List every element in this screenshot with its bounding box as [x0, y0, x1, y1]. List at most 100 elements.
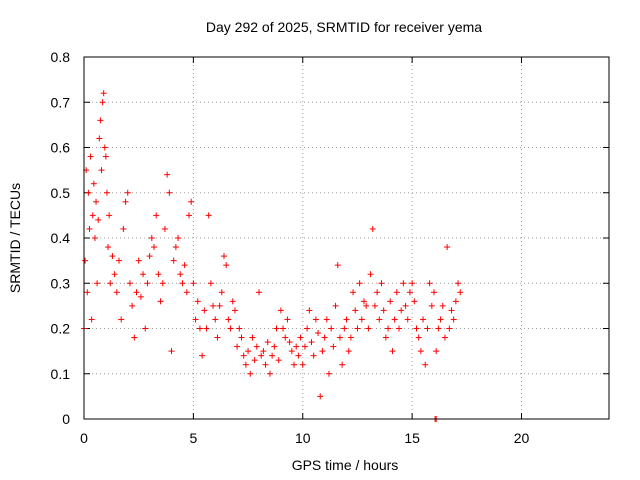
data-point: [361, 298, 367, 305]
data-point: [175, 235, 182, 241]
data-point: [308, 339, 315, 346]
data-point: [203, 325, 210, 332]
data-point: [402, 302, 409, 309]
data-point: [94, 280, 101, 287]
data-points: [81, 90, 464, 422]
data-point: [328, 325, 335, 332]
data-point: [177, 271, 184, 278]
data-point: [457, 289, 464, 296]
y-axis-label: SRMTID / TECUs: [7, 183, 23, 293]
data-point: [229, 298, 236, 305]
data-point: [367, 271, 374, 278]
data-point: [137, 293, 144, 300]
data-point: [306, 307, 313, 314]
y-tick-label: 0: [62, 411, 70, 427]
data-point: [391, 316, 398, 323]
data-point: [380, 307, 387, 314]
data-point: [336, 334, 343, 341]
data-point: [101, 144, 108, 151]
data-point: [448, 307, 455, 314]
data-point: [151, 244, 157, 251]
data-point: [146, 253, 153, 260]
data-point: [422, 361, 429, 368]
data-point: [96, 135, 103, 142]
data-point: [253, 343, 260, 350]
x-tick-label: 15: [404, 430, 420, 446]
data-point: [301, 343, 308, 350]
grid-y: [84, 101, 609, 375]
data-point: [277, 307, 284, 314]
data-point: [352, 307, 359, 314]
data-point: [87, 153, 94, 160]
data-point: [271, 343, 278, 350]
data-point: [98, 167, 105, 174]
data-point: [411, 298, 418, 305]
data-point: [122, 198, 129, 205]
data-point: [396, 325, 402, 332]
chart-title: Day 292 of 2025, SRMTID for receiver yem…: [206, 19, 482, 35]
data-point: [93, 198, 100, 205]
data-point: [113, 289, 120, 296]
data-point: [387, 298, 394, 305]
data-point: [166, 189, 173, 196]
data-point: [385, 325, 392, 332]
data-point: [428, 302, 435, 309]
data-point: [157, 298, 164, 305]
data-point: [161, 225, 168, 232]
data-point: [216, 302, 223, 309]
data-point: [234, 343, 241, 350]
y-tick-label: 0.7: [51, 94, 71, 110]
data-point: [260, 348, 267, 355]
data-point: [266, 370, 273, 377]
data-point: [120, 225, 127, 232]
data-point: [256, 289, 262, 296]
data-point: [363, 302, 370, 309]
data-point: [269, 352, 276, 359]
data-point: [240, 352, 247, 359]
data-point: [135, 257, 142, 264]
data-point: [214, 334, 221, 341]
data-point: [107, 280, 114, 287]
data-point: [431, 289, 437, 296]
data-point: [275, 357, 282, 364]
data-point: [339, 361, 346, 368]
data-point: [245, 348, 252, 355]
data-point: [332, 302, 339, 309]
data-point: [102, 153, 109, 160]
data-point: [409, 280, 416, 287]
data-point: [341, 325, 348, 332]
data-point: [86, 225, 93, 232]
data-point: [190, 280, 197, 287]
data-point: [251, 357, 258, 364]
data-point: [124, 189, 131, 196]
data-point: [382, 334, 389, 341]
data-point: [365, 325, 372, 332]
data-point: [153, 212, 160, 219]
data-point: [374, 289, 381, 296]
data-point: [334, 262, 341, 269]
data-point: [323, 316, 330, 323]
data-point: [192, 316, 199, 323]
data-point: [159, 280, 166, 287]
data-point: [312, 316, 319, 323]
data-point: [236, 325, 243, 332]
y-tick-label: 0.4: [51, 230, 71, 246]
data-point: [126, 280, 133, 287]
data-point: [317, 393, 324, 400]
y-tick-label: 0.6: [51, 140, 71, 156]
data-point: [89, 212, 96, 219]
data-point: [95, 216, 102, 223]
data-point: [295, 352, 302, 359]
data-point: [210, 302, 217, 309]
data-point: [170, 257, 177, 264]
data-point: [371, 302, 378, 309]
data-point: [284, 316, 291, 323]
x-tick-label: 5: [189, 430, 197, 446]
data-point: [304, 325, 311, 332]
data-point: [376, 316, 383, 323]
y-tick-label: 0.3: [51, 275, 71, 291]
data-point: [288, 348, 295, 355]
data-point: [321, 334, 328, 341]
data-point: [258, 352, 265, 359]
